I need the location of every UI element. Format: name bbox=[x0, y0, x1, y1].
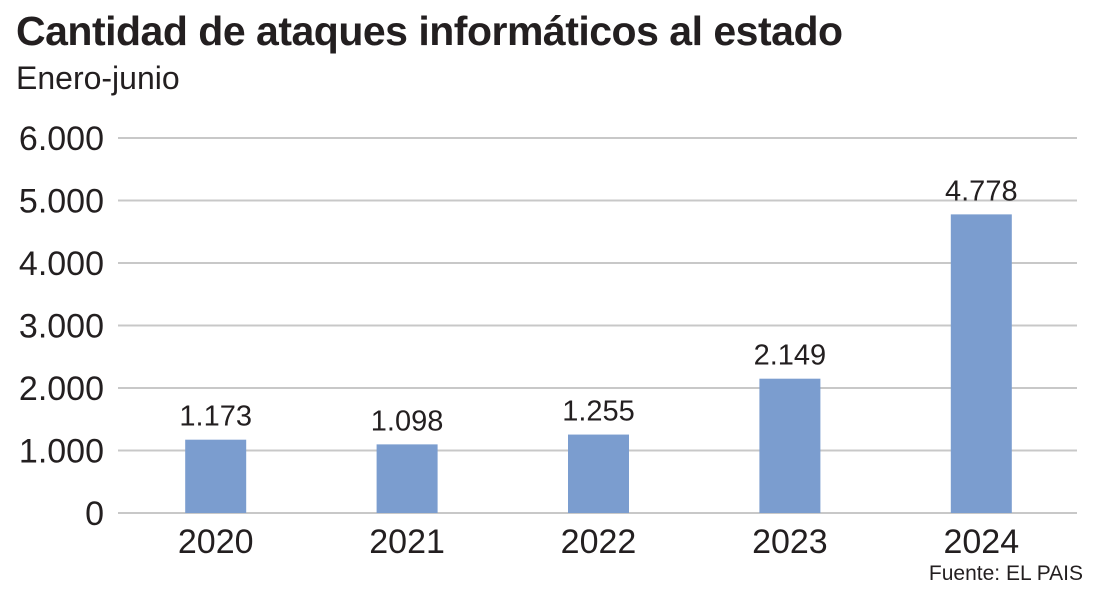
y-tick-label: 4.000 bbox=[19, 245, 104, 283]
y-tick-label: 1.000 bbox=[19, 433, 104, 471]
bar-2020 bbox=[185, 439, 247, 513]
data-label-2022: 1.255 bbox=[562, 396, 635, 428]
x-axis-ticks: 2020 2021 2022 2023 2024 bbox=[178, 523, 1019, 561]
source-note: Fuente: EL PAIS bbox=[928, 562, 1083, 585]
y-tick-label: 0 bbox=[85, 495, 104, 533]
bar-2022 bbox=[568, 434, 629, 513]
data-labels: 1.173 1.098 1.255 2.149 4.778 bbox=[179, 175, 1017, 437]
bars bbox=[185, 214, 1012, 513]
y-tick-label: 3.000 bbox=[19, 308, 104, 346]
bar-2024 bbox=[950, 214, 1012, 513]
x-tick-label-2020: 2020 bbox=[178, 523, 254, 561]
x-tick-label-2021: 2021 bbox=[369, 523, 445, 561]
y-tick-label: 6.000 bbox=[19, 120, 104, 158]
y-axis-ticks: 0 1.000 2.000 3.000 4.000 5.000 6.000 bbox=[19, 120, 104, 533]
x-tick-label-2022: 2022 bbox=[561, 523, 637, 561]
y-tick-label: 5.000 bbox=[19, 183, 104, 221]
data-label-2023: 2.149 bbox=[754, 340, 827, 372]
y-tick-label: 2.000 bbox=[19, 370, 104, 408]
chart-subtitle: Enero-junio bbox=[16, 60, 180, 96]
bar-2023 bbox=[759, 378, 821, 513]
x-tick-label-2024: 2024 bbox=[943, 523, 1019, 561]
x-tick-label-2023: 2023 bbox=[752, 523, 828, 561]
chart-title: Cantidad de ataques informáticos al esta… bbox=[16, 8, 843, 54]
data-label-2021: 1.098 bbox=[371, 405, 444, 437]
data-label-2020: 1.173 bbox=[179, 401, 252, 433]
data-label-2024: 4.778 bbox=[945, 175, 1018, 207]
gridlines bbox=[118, 137, 1077, 514]
bar-2021 bbox=[376, 444, 438, 513]
